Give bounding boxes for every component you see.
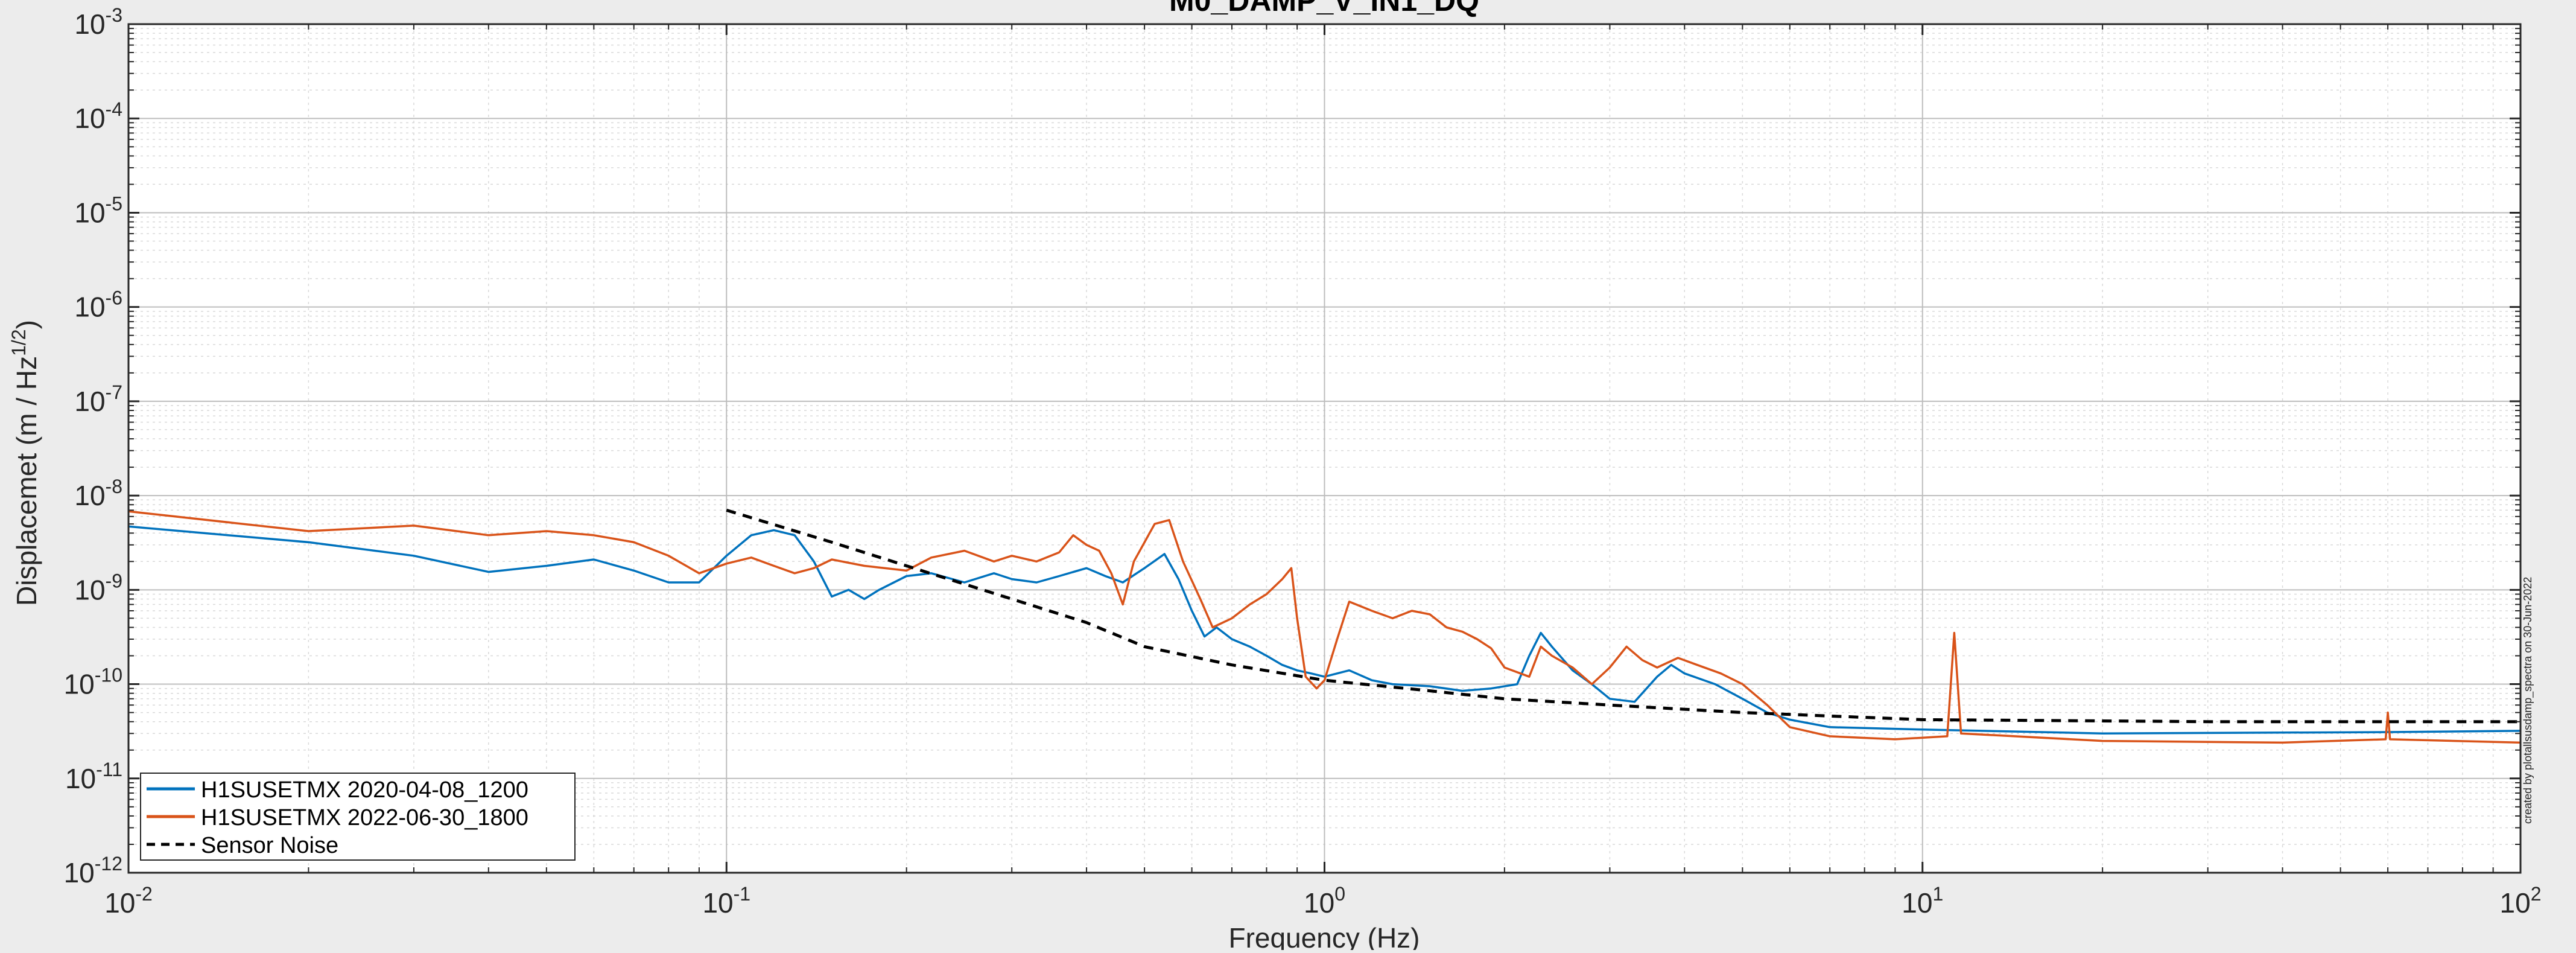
y-tick-base: 10	[64, 857, 95, 888]
x-tick-exponent: -1	[734, 883, 750, 905]
y-tick-exponent: -5	[106, 193, 122, 214]
x-tick-label: 10-1	[702, 883, 750, 919]
y-axis-label: Displacemet (m / Hz1/2)	[8, 320, 42, 606]
legend: H1SUSETMX 2020-04-08_1200 H1SUSETMX 2022…	[140, 773, 576, 861]
series-line-h1susetmx-2020-04-08-1200	[128, 525, 2520, 735]
x-tick-base: 10	[1902, 887, 1932, 919]
x-tick-base: 10	[1304, 887, 1334, 919]
y-tick-labels: 10-310-410-510-610-710-810-910-1010-1110…	[64, 4, 122, 888]
major-grid	[128, 24, 2521, 873]
y-tick-label: 10-3	[74, 4, 122, 40]
y-tick-exponent: -11	[96, 759, 122, 780]
y-tick-label: 10-8	[74, 476, 122, 511]
legend-box	[140, 773, 576, 861]
tick-layer	[127, 23, 2522, 874]
legend-label-2022: H1SUSETMX 2022-06-30_1800	[201, 805, 528, 830]
series-line-sensor-noise	[726, 508, 2520, 724]
y-tick-label: 10-7	[74, 381, 122, 417]
y-tick-label: 10-10	[64, 665, 122, 700]
x-tick-base: 10	[2500, 887, 2531, 919]
y-axis-label-close: )	[11, 320, 42, 329]
x-tick-exponent: 0	[1334, 883, 1345, 905]
y-tick-label: 10-12	[64, 853, 122, 888]
x-tick-base: 10	[104, 887, 135, 919]
y-tick-label: 10-5	[74, 193, 122, 228]
y-tick-label: 10-4	[74, 98, 122, 134]
y-tick-exponent: -12	[95, 853, 122, 875]
x-tick-base: 10	[702, 887, 733, 919]
x-tick-label: 10-2	[104, 883, 153, 919]
y-tick-base: 10	[74, 292, 105, 323]
y-tick-base: 10	[74, 386, 105, 417]
y-tick-exponent: -10	[95, 665, 122, 686]
side-note: created by plotallsusdamp_spectra on 30-…	[2522, 577, 2534, 824]
x-tick-labels: 10-2 10-1 100 101 102	[104, 883, 2541, 919]
series-line-h1susetmx-2022-06-30-1800	[128, 510, 2520, 744]
x-tick-label: 102	[2500, 883, 2542, 919]
y-tick-label: 10-6	[74, 287, 122, 323]
legend-label-2020: H1SUSETMX 2020-04-08_1200	[201, 777, 528, 803]
x-axis-label: Frequency (Hz)	[1229, 922, 1420, 950]
y-tick-exponent: -8	[106, 476, 122, 497]
y-tick-base: 10	[74, 103, 105, 134]
y-tick-base: 10	[64, 669, 95, 700]
y-tick-exponent: -9	[106, 570, 122, 591]
legend-label-sensor-noise: Sensor Noise	[201, 833, 338, 858]
y-tick-label: 10-9	[74, 570, 122, 605]
x-tick-exponent: 1	[1932, 883, 1943, 905]
y-tick-base: 10	[74, 574, 105, 605]
y-tick-label: 10-11	[65, 759, 122, 794]
x-tick-exponent: 2	[2531, 883, 2542, 905]
y-tick-exponent: -7	[106, 381, 122, 403]
series-layer	[128, 508, 2520, 744]
y-tick-base: 10	[65, 763, 96, 794]
x-tick-label: 101	[1902, 883, 1943, 919]
y-axis-label-text: Displacemet (m / Hz	[11, 356, 42, 606]
y-tick-base: 10	[74, 8, 105, 40]
x-tick-exponent: -2	[135, 883, 152, 905]
y-tick-base: 10	[74, 197, 105, 228]
chart-title: M0_DAMP_V_IN1_DQ	[1169, 0, 1479, 18]
y-tick-base: 10	[74, 480, 105, 511]
x-tick-label: 100	[1304, 883, 1345, 919]
y-axis-label-exponent: 1/2	[8, 329, 30, 355]
y-tick-exponent: -6	[106, 287, 122, 309]
y-tick-exponent: -3	[106, 4, 122, 26]
y-tick-exponent: -4	[106, 98, 122, 120]
